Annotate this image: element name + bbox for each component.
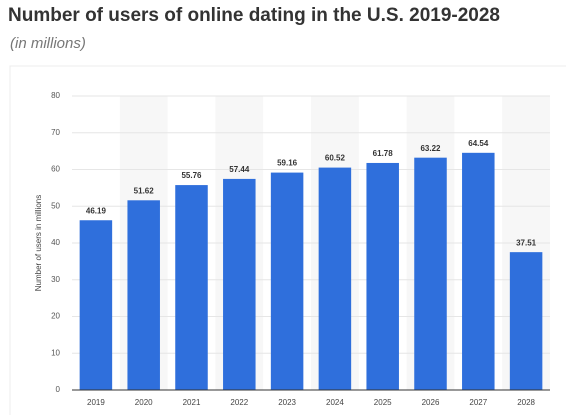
y-tick-label: 80 [51,91,60,100]
x-tick-label: 2028 [517,398,535,407]
x-tick-label: 2026 [422,398,440,407]
y-tick-label: 60 [51,165,60,174]
bar [414,157,447,390]
y-tick-label: 40 [51,238,60,247]
y-tick-label: 30 [51,275,60,284]
value-label: 61.78 [373,149,394,158]
x-tick-label: 2022 [230,398,248,407]
value-label: 55.76 [181,171,202,180]
chart-title: Number of users of online dating in the … [8,5,500,26]
value-label: 59.16 [277,159,298,168]
y-tick-label: 10 [51,348,60,357]
x-tick-label: 2025 [374,398,392,407]
bar [509,252,543,390]
y-axis-label: Number of users in millions [34,195,43,291]
y-tick-label: 20 [51,312,60,321]
y-tick-label: 50 [51,201,60,210]
x-tick-label: 2023 [278,398,296,407]
bar [127,200,160,390]
chart-subtitle: (in millions) [10,35,86,52]
bar [318,167,352,390]
bar [79,220,113,390]
y-tick-label: 0 [56,385,61,394]
value-label: 57.44 [229,165,250,174]
x-tick-label: 2027 [469,398,487,407]
bar [462,152,495,390]
bar [223,178,256,390]
bar [270,172,304,390]
x-tick-label: 2024 [326,398,344,407]
value-label: 51.62 [134,186,155,195]
value-label: 37.51 [516,238,537,247]
bar [366,162,399,390]
value-label: 64.54 [468,139,489,148]
x-tick-label: 2020 [135,398,153,407]
value-label: 46.19 [86,206,107,215]
value-label: 63.22 [420,144,441,153]
y-tick-label: 70 [51,128,60,137]
x-tick-label: 2019 [87,398,105,407]
bar [175,185,208,390]
x-tick-label: 2021 [183,398,201,407]
value-label: 60.52 [325,154,346,163]
